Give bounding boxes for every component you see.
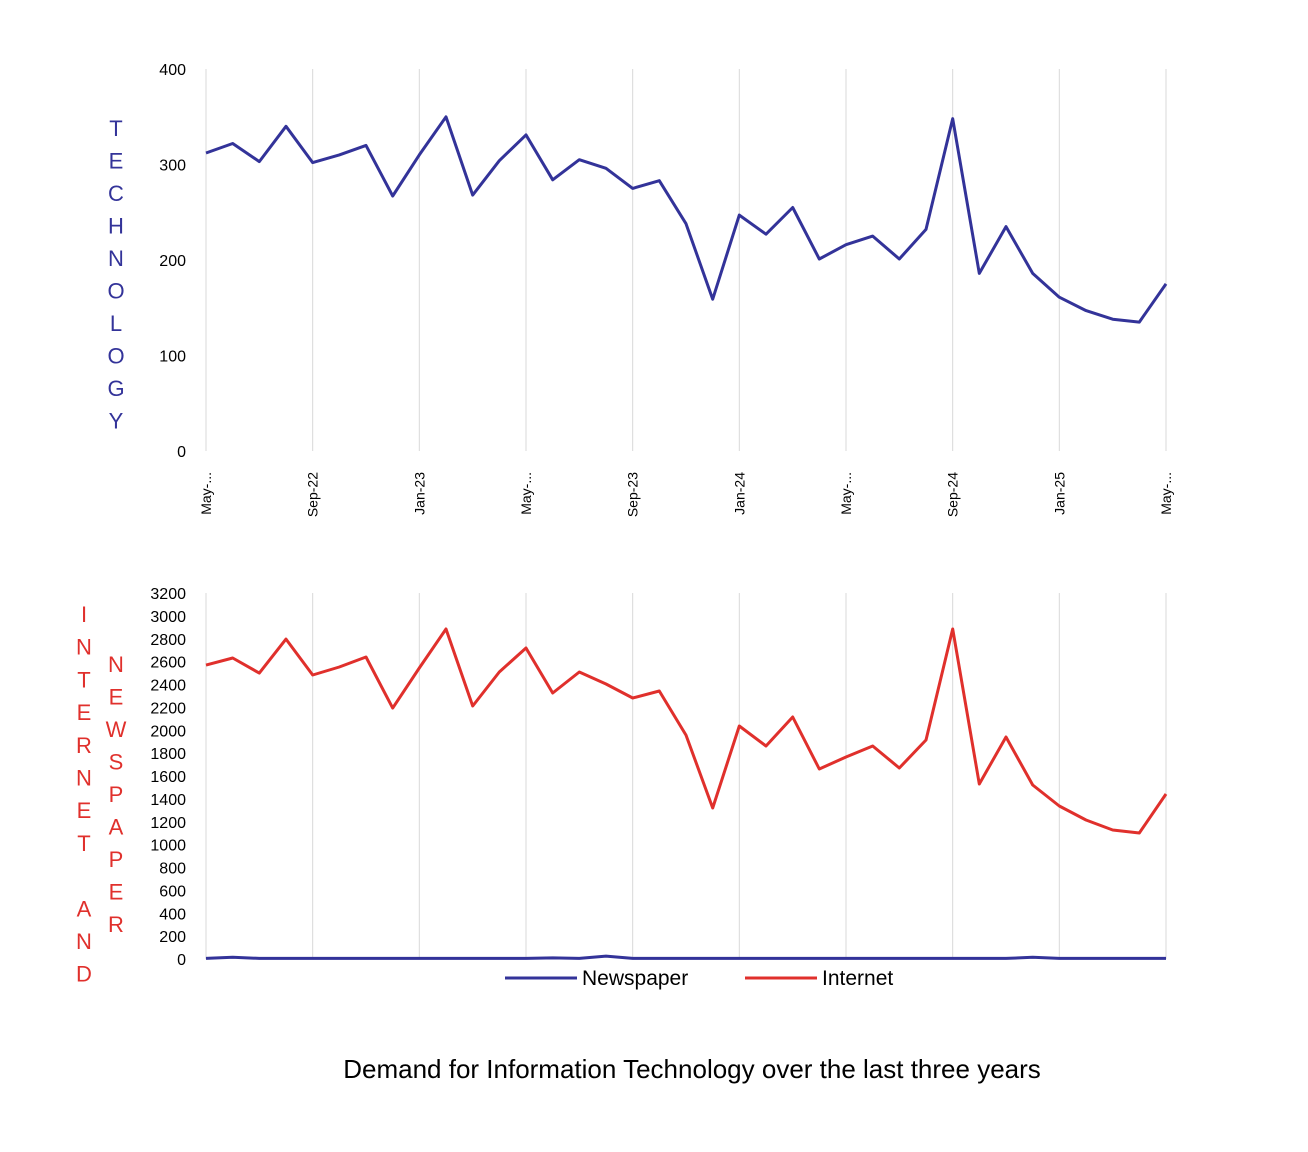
- y-axis-label-internet-and-letter: N: [76, 929, 92, 954]
- y-tick-label: 2600: [150, 655, 186, 672]
- y-axis-label-newspaper-letter: R: [108, 912, 124, 937]
- y-axis-label-internet-and-letter: D: [76, 962, 92, 987]
- x-tick-label: Sep-24: [945, 472, 961, 517]
- y-axis-label-technology-letter: Y: [109, 409, 124, 434]
- y-axis-label-technology-letter: O: [107, 279, 124, 304]
- y-axis-label-technology-letter: O: [107, 344, 124, 369]
- y-axis-label-newspaper-letter: P: [109, 847, 124, 872]
- y-tick-label: 200: [159, 929, 186, 946]
- legend-label-internet: Internet: [822, 967, 893, 990]
- x-tick-label: May-...: [1158, 472, 1174, 515]
- series-line-technology: [205, 115, 1168, 324]
- y-axis-label-internet-and-letter: N: [76, 766, 92, 791]
- y-tick-label: 2400: [150, 678, 186, 695]
- y-tick-label: 3000: [150, 609, 186, 626]
- y-tick-label: 400: [159, 906, 186, 923]
- x-tick-label: May-...: [518, 472, 534, 515]
- y-axis-label-internet-and-letter: E: [77, 798, 92, 823]
- internet-newspaper-chart: 0 200 400 600 800 1000 1200 1400 1600 1800 2000 220…: [76, 586, 1168, 987]
- legend-label-newspaper: Newspaper: [582, 967, 688, 990]
- y-tick-label: 2200: [150, 700, 186, 717]
- y-tick-label: 1400: [150, 792, 186, 809]
- y-tick-label: 1000: [150, 838, 186, 855]
- y-tick-label: 1800: [150, 746, 186, 763]
- y-axis-label-newspaper-letter: N: [108, 652, 124, 677]
- legend: Newspaper Internet: [505, 967, 893, 990]
- y-tick-label: 1200: [150, 815, 186, 832]
- x-tick-label: Sep-23: [625, 472, 641, 517]
- y-axis-label-internet-and-letter: R: [76, 733, 92, 758]
- y-tick-label: 400: [159, 62, 186, 79]
- y-axis-label-technology-letter: N: [108, 246, 124, 271]
- x-tick-label: May-...: [198, 472, 214, 515]
- y-axis-label-newspaper-letter: S: [109, 750, 124, 775]
- y-tick-label: 800: [159, 861, 186, 878]
- x-tick-label: Sep-22: [305, 472, 321, 517]
- y-axis-label-internet-and-letter: A: [77, 896, 92, 921]
- series-line-internet: [205, 627, 1168, 835]
- y-axis-label-internet-and-letter: E: [77, 700, 92, 725]
- x-tick-label: Jan-25: [1051, 472, 1067, 515]
- y-axis-label-technology-letter: E: [109, 149, 124, 174]
- y-axis-label-technology-letter: G: [107, 376, 124, 401]
- y-tick-label: 200: [159, 253, 186, 270]
- y-axis-label-technology-letter: C: [108, 181, 124, 206]
- y-axis-label-internet-and-letter: T: [77, 667, 90, 692]
- y-axis-label-newspaper-letter: W: [106, 717, 127, 742]
- y-tick-label: 600: [159, 883, 186, 900]
- x-tick-label: Jan-24: [731, 472, 747, 515]
- y-axis-label-newspaper-letter: P: [109, 782, 124, 807]
- y-tick-label: 100: [159, 349, 186, 366]
- y-axis-label-internet-and-letter: T: [77, 831, 90, 856]
- y-axis-label-technology-letter: L: [110, 311, 122, 336]
- y-tick-label: 2000: [150, 723, 186, 740]
- y-axis-label-newspaper-letter: A: [109, 815, 124, 840]
- y-axis-label-technology-letter: T: [109, 116, 122, 141]
- y-tick-label: 0: [177, 952, 186, 969]
- y-tick-label: 0: [177, 444, 186, 461]
- y-tick-label: 300: [159, 158, 186, 175]
- chart-caption: Demand for Information Technology over t…: [343, 1054, 1041, 1084]
- y-tick-label: 2800: [150, 632, 186, 649]
- y-axis-label-internet-and-letter: I: [81, 602, 87, 627]
- x-tick-label: Jan-23: [411, 472, 427, 515]
- technology-chart: 0 100 200 300 400 May-... Sep-22 Jan-23 May-... S…: [107, 62, 1174, 517]
- y-axis-label-internet-and-letter: N: [76, 635, 92, 660]
- x-tick-label: May-...: [838, 472, 854, 515]
- y-tick-label: 3200: [150, 586, 186, 603]
- y-axis-label-newspaper-letter: E: [109, 880, 124, 905]
- series-line-newspaper: [205, 954, 1166, 960]
- y-axis-label-newspaper-letter: E: [109, 685, 124, 710]
- y-tick-label: 1600: [150, 769, 186, 786]
- y-axis-label-technology-letter: H: [108, 214, 124, 239]
